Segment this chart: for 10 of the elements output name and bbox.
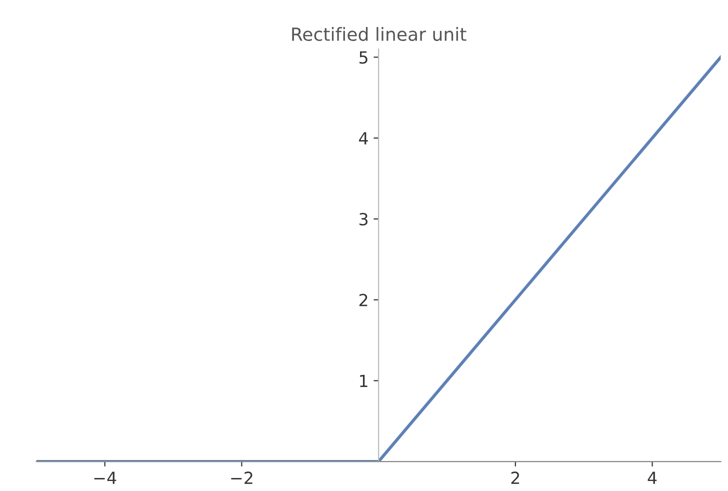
y-tick-label: 5 — [360, 51, 368, 64]
y-tick-label: 3 — [360, 212, 368, 226]
x-tick-label: 2 — [511, 472, 520, 484]
x-tick-label: 4 — [648, 472, 657, 484]
x-tick-label: −2 — [231, 472, 252, 484]
y-tick-label: 2 — [359, 294, 368, 306]
y-tick-label: 1 — [360, 374, 368, 387]
x-tick-label: −4 — [94, 472, 116, 484]
y-tick-label: 4 — [359, 132, 368, 144]
chart-title: Rectified linear unit — [292, 27, 466, 42]
